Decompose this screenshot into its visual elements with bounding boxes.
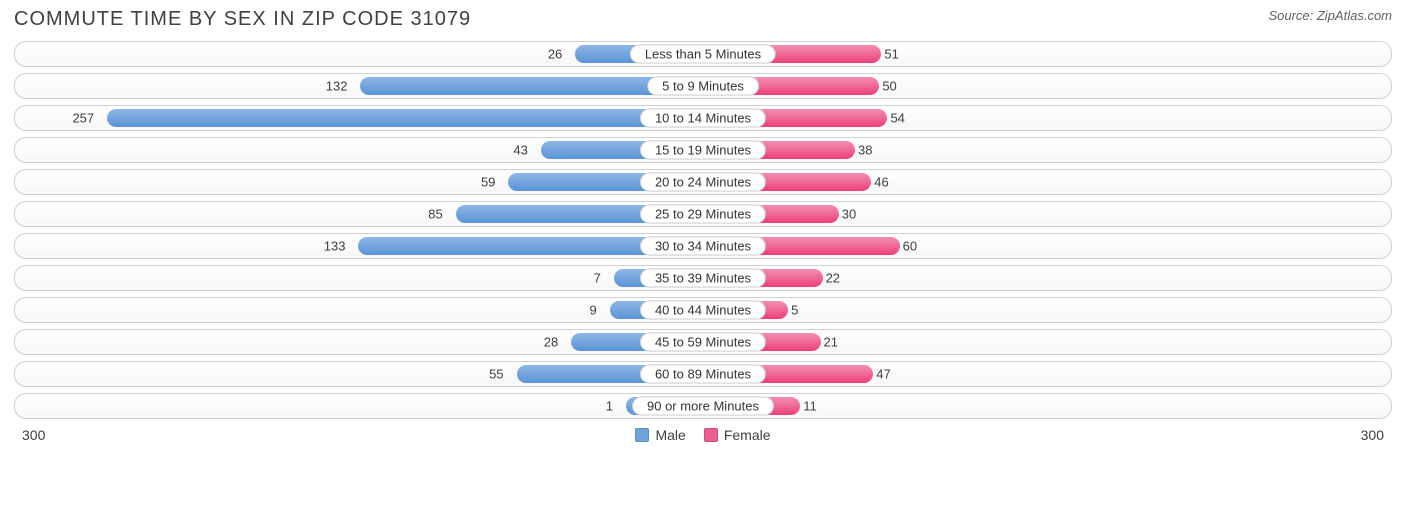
commute-butterfly-chart: COMMUTE TIME BY SEX IN ZIP CODE 31079 So… xyxy=(0,0,1406,453)
male-value: 257 xyxy=(72,111,94,126)
table-row: Less than 5 Minutes 26 51 xyxy=(14,41,1392,67)
chart-header: COMMUTE TIME BY SEX IN ZIP CODE 31079 So… xyxy=(0,0,1406,41)
row-category-label: 5 to 9 Minutes xyxy=(647,77,759,96)
table-row: 15 to 19 Minutes 43 38 xyxy=(14,137,1392,163)
row-category-label: 20 to 24 Minutes xyxy=(640,173,766,192)
female-value: 22 xyxy=(826,271,840,286)
chart-source: Source: ZipAtlas.com xyxy=(1268,8,1392,23)
row-category-label: 60 to 89 Minutes xyxy=(640,365,766,384)
axis-left-max: 300 xyxy=(22,427,45,443)
table-row: 45 to 59 Minutes 28 21 xyxy=(14,329,1392,355)
chart-title: COMMUTE TIME BY SEX IN ZIP CODE 31079 xyxy=(14,8,471,31)
female-value: 11 xyxy=(803,399,817,414)
chart-footer: 300 Male Female 300 xyxy=(0,425,1406,453)
female-value: 47 xyxy=(876,367,890,382)
male-value: 55 xyxy=(489,367,503,382)
chart-rows: Less than 5 Minutes26515 to 9 Minutes132… xyxy=(0,41,1406,419)
table-row: 90 or more Minutes111 xyxy=(14,393,1392,419)
female-value: 46 xyxy=(874,175,888,190)
row-category-label: 90 or more Minutes xyxy=(632,397,774,416)
male-value: 9 xyxy=(590,303,597,318)
male-value: 28 xyxy=(544,335,558,350)
row-category-label: 15 to 19 Minutes xyxy=(640,141,766,160)
legend-female: Female xyxy=(704,427,771,443)
female-swatch-icon xyxy=(704,428,718,442)
row-category-label: 35 to 39 Minutes xyxy=(640,269,766,288)
row-category-label: 10 to 14 Minutes xyxy=(640,109,766,128)
male-value: 26 xyxy=(548,47,562,62)
male-swatch-icon xyxy=(635,428,649,442)
male-value: 85 xyxy=(428,207,442,222)
legend-male-label: Male xyxy=(655,427,685,443)
table-row: 5 to 9 Minutes 132 50 xyxy=(14,73,1392,99)
row-category-label: 40 to 44 Minutes xyxy=(640,301,766,320)
table-row: 35 to 39 Minutes 7 22 xyxy=(14,265,1392,291)
female-value: 51 xyxy=(884,47,898,62)
table-row: 20 to 24 Minutes 59 46 xyxy=(14,169,1392,195)
legend-male: Male xyxy=(635,427,685,443)
male-value: 59 xyxy=(481,175,495,190)
table-row: 25 to 29 Minutes 85 30 xyxy=(14,201,1392,227)
female-value: 50 xyxy=(882,79,896,94)
table-row: 40 to 44 Minutes 9 5 xyxy=(14,297,1392,323)
female-value: 38 xyxy=(858,143,872,158)
female-value: 21 xyxy=(824,335,838,350)
male-value: 1 xyxy=(606,399,613,414)
row-category-label: 45 to 59 Minutes xyxy=(640,333,766,352)
legend-female-label: Female xyxy=(724,427,771,443)
female-value: 5 xyxy=(791,303,798,318)
male-value: 43 xyxy=(513,143,527,158)
male-bar xyxy=(107,109,703,127)
table-row: 30 to 34 Minutes 133 60 xyxy=(14,233,1392,259)
legend: Male Female xyxy=(635,427,770,443)
female-value: 54 xyxy=(890,111,904,126)
female-value: 60 xyxy=(903,239,917,254)
table-row: 10 to 14 Minutes 257 54 xyxy=(14,105,1392,131)
row-category-label: 30 to 34 Minutes xyxy=(640,237,766,256)
row-category-label: 25 to 29 Minutes xyxy=(640,205,766,224)
row-category-label: Less than 5 Minutes xyxy=(630,45,776,64)
axis-right-max: 300 xyxy=(1361,427,1384,443)
table-row: 60 to 89 Minutes 55 47 xyxy=(14,361,1392,387)
female-value: 30 xyxy=(842,207,856,222)
male-value: 7 xyxy=(594,271,601,286)
male-value: 132 xyxy=(326,79,348,94)
male-value: 133 xyxy=(324,239,346,254)
